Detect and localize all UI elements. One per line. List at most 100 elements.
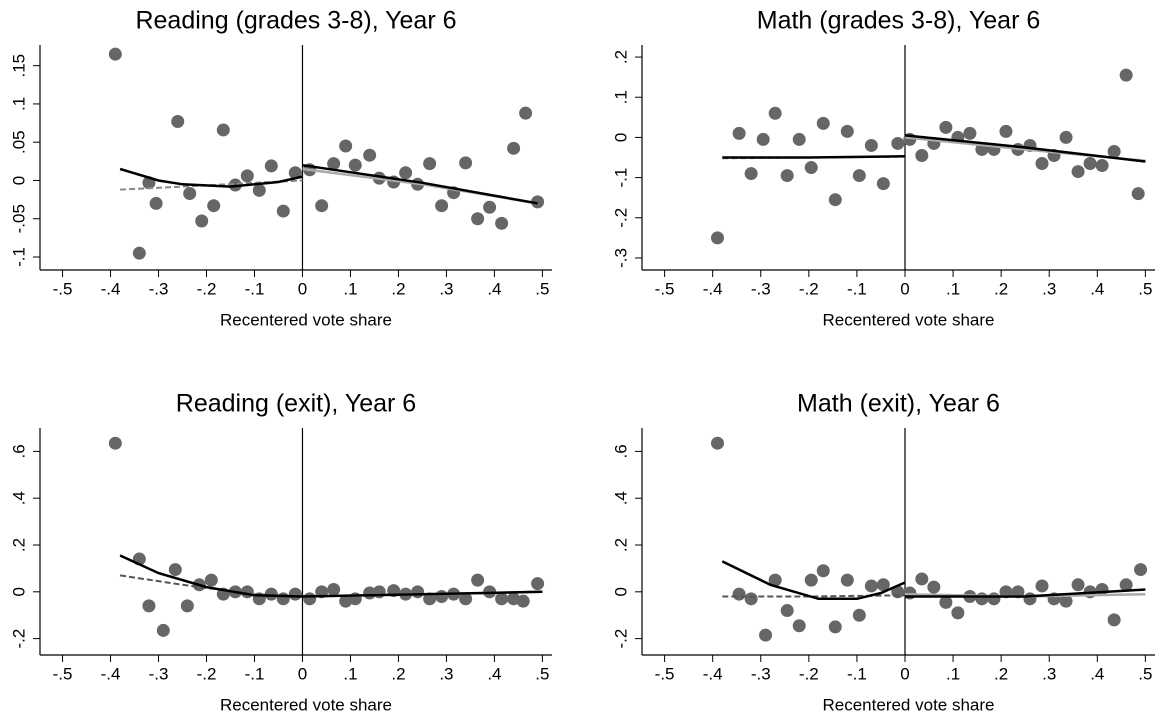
point <box>108 47 122 61</box>
point <box>744 167 758 181</box>
point <box>149 196 163 210</box>
x-tick-label: -.4 <box>703 279 723 298</box>
point <box>315 199 329 213</box>
point <box>459 592 473 606</box>
x-tick-label: -.1 <box>245 279 265 298</box>
point <box>156 623 170 637</box>
point <box>828 193 842 207</box>
x-tick-label: -.5 <box>53 664 73 683</box>
x-tick-label: -.4 <box>101 664 121 683</box>
y-tick-label: -.2 <box>9 629 28 649</box>
chart-title: Reading (exit), Year 6 <box>176 390 416 418</box>
point <box>951 606 965 620</box>
fit-line <box>302 163 538 205</box>
point <box>204 573 218 587</box>
point <box>507 141 521 155</box>
chart-title: Reading (grades 3-8), Year 6 <box>135 7 456 35</box>
point <box>840 573 854 587</box>
x-tick-label: .2 <box>391 279 405 298</box>
point <box>264 159 278 173</box>
y-tick-label: .4 <box>9 491 28 505</box>
y-tick-label: -.2 <box>611 629 630 649</box>
point <box>915 148 929 162</box>
x-tick-label: 0 <box>298 664 307 683</box>
y-tick-label: 0 <box>611 133 630 142</box>
point <box>927 580 941 594</box>
y-tick-label: -.05 <box>9 204 28 233</box>
point <box>216 123 230 137</box>
x-axis-label: Recentered vote share <box>823 310 995 329</box>
x-tick-label: .1 <box>343 279 357 298</box>
point <box>1134 563 1148 577</box>
x-tick-label: -.5 <box>655 664 675 683</box>
fit-line <box>302 590 543 598</box>
x-tick-label: -.5 <box>655 279 675 298</box>
point <box>1119 578 1133 592</box>
point <box>240 585 254 599</box>
x-tick-label: -.2 <box>799 664 819 683</box>
x-tick-label: -.5 <box>53 279 73 298</box>
point <box>732 126 746 140</box>
y-tick-label: .2 <box>611 50 630 64</box>
point <box>1035 579 1049 593</box>
x-tick-label: .3 <box>439 279 453 298</box>
point <box>363 148 377 162</box>
point <box>171 115 185 129</box>
x-tick-label: -.2 <box>799 279 819 298</box>
x-tick-label: -.2 <box>197 664 217 683</box>
x-tick-label: -.4 <box>101 279 121 298</box>
point <box>915 572 929 586</box>
x-tick-label: .1 <box>343 664 357 683</box>
y-tick-label: 0 <box>611 587 630 596</box>
point <box>1095 159 1109 173</box>
point <box>1023 592 1037 606</box>
point <box>756 132 770 146</box>
chart-title: Math (grades 3-8), Year 6 <box>757 7 1041 35</box>
point <box>240 169 254 183</box>
point <box>828 620 842 634</box>
x-tick-label: .4 <box>1090 664 1104 683</box>
point <box>531 195 545 209</box>
point <box>195 214 209 228</box>
y-tick-label: 0 <box>9 587 28 596</box>
point <box>987 592 1001 606</box>
point <box>1107 144 1121 158</box>
y-tick-label: .6 <box>9 444 28 458</box>
point <box>495 216 509 230</box>
point <box>288 587 302 601</box>
x-tick-label: .4 <box>487 279 501 298</box>
x-tick-label: .1 <box>946 664 960 683</box>
y-tick-label: .1 <box>611 90 630 104</box>
point <box>423 592 437 606</box>
point <box>780 169 794 183</box>
y-tick-label: .15 <box>9 54 28 78</box>
x-tick-label: .4 <box>1090 279 1104 298</box>
fit-line <box>721 560 906 601</box>
point <box>327 582 341 596</box>
point <box>816 564 830 578</box>
x-tick-label: 0 <box>900 664 909 683</box>
point <box>516 594 530 608</box>
point <box>816 116 830 130</box>
point <box>852 608 866 622</box>
point <box>963 126 977 140</box>
x-tick-label: .3 <box>1042 279 1056 298</box>
x-tick-label: -.3 <box>751 664 771 683</box>
x-tick-label: .1 <box>946 279 960 298</box>
point <box>435 199 449 213</box>
point <box>1071 578 1085 592</box>
chart-title: Math (exit), Year 6 <box>797 390 1000 418</box>
point <box>1059 594 1073 608</box>
point <box>142 599 156 613</box>
point <box>168 563 182 577</box>
fit-line <box>119 554 303 598</box>
point <box>435 589 449 603</box>
point <box>423 157 437 171</box>
point <box>1035 157 1049 171</box>
point <box>276 592 290 606</box>
point <box>348 158 362 172</box>
point <box>768 106 782 120</box>
y-tick-label: .2 <box>611 538 630 552</box>
